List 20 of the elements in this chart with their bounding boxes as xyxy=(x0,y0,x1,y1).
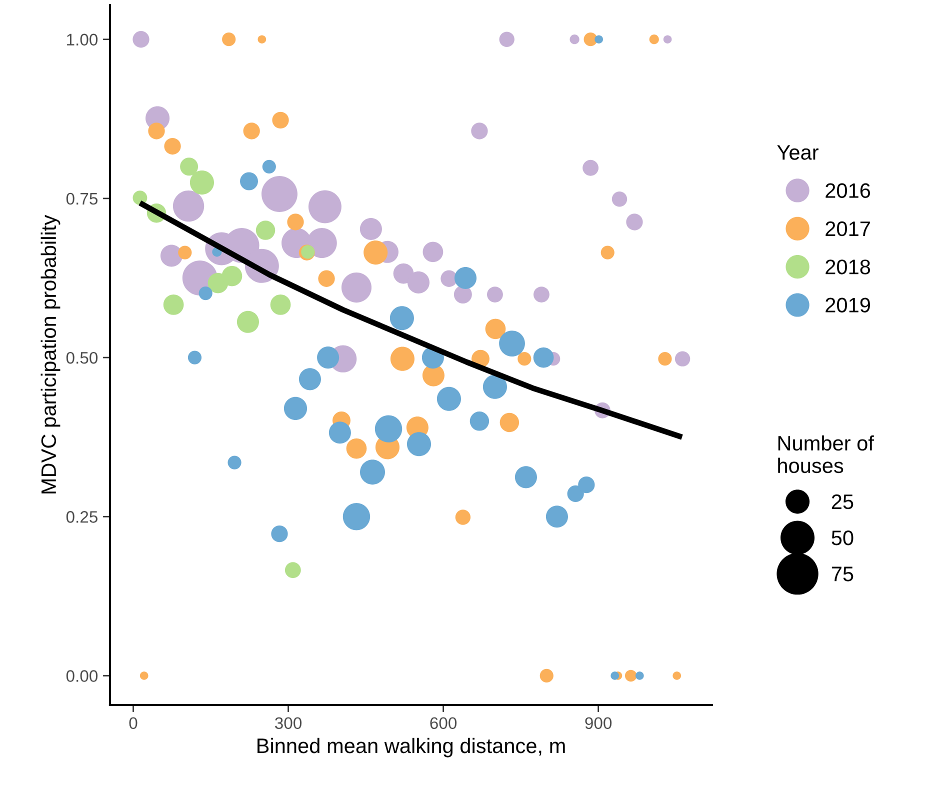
y-axis-title: MDVC participation probability xyxy=(40,214,60,494)
legend-label: 75 xyxy=(832,566,854,582)
legend-title: Year xyxy=(777,145,818,160)
y-tick-label: 0.75 xyxy=(66,192,98,205)
x-tick-label: 0 xyxy=(129,717,138,730)
y-tick-label: 0.50 xyxy=(66,352,98,364)
legend-label: 2019 xyxy=(826,298,870,312)
legend-label: 2016 xyxy=(826,183,870,198)
text: Number of houses xyxy=(778,435,874,474)
legend-label: 2018 xyxy=(826,260,870,274)
legend-label: 2017 xyxy=(826,221,870,236)
y-tick-label: 0.00 xyxy=(66,670,98,682)
x-tick-label: 300 xyxy=(275,717,302,730)
x-tick-label: 900 xyxy=(585,717,612,730)
legend-label: 50 xyxy=(832,530,854,546)
y-tick-label: 1.00 xyxy=(67,34,98,46)
x-axis-title: Binned mean walking distance, m xyxy=(258,738,565,758)
x-tick-label: 600 xyxy=(430,717,457,730)
legend-label: 25 xyxy=(832,494,854,510)
y-tick-label: 0.25 xyxy=(66,511,98,523)
